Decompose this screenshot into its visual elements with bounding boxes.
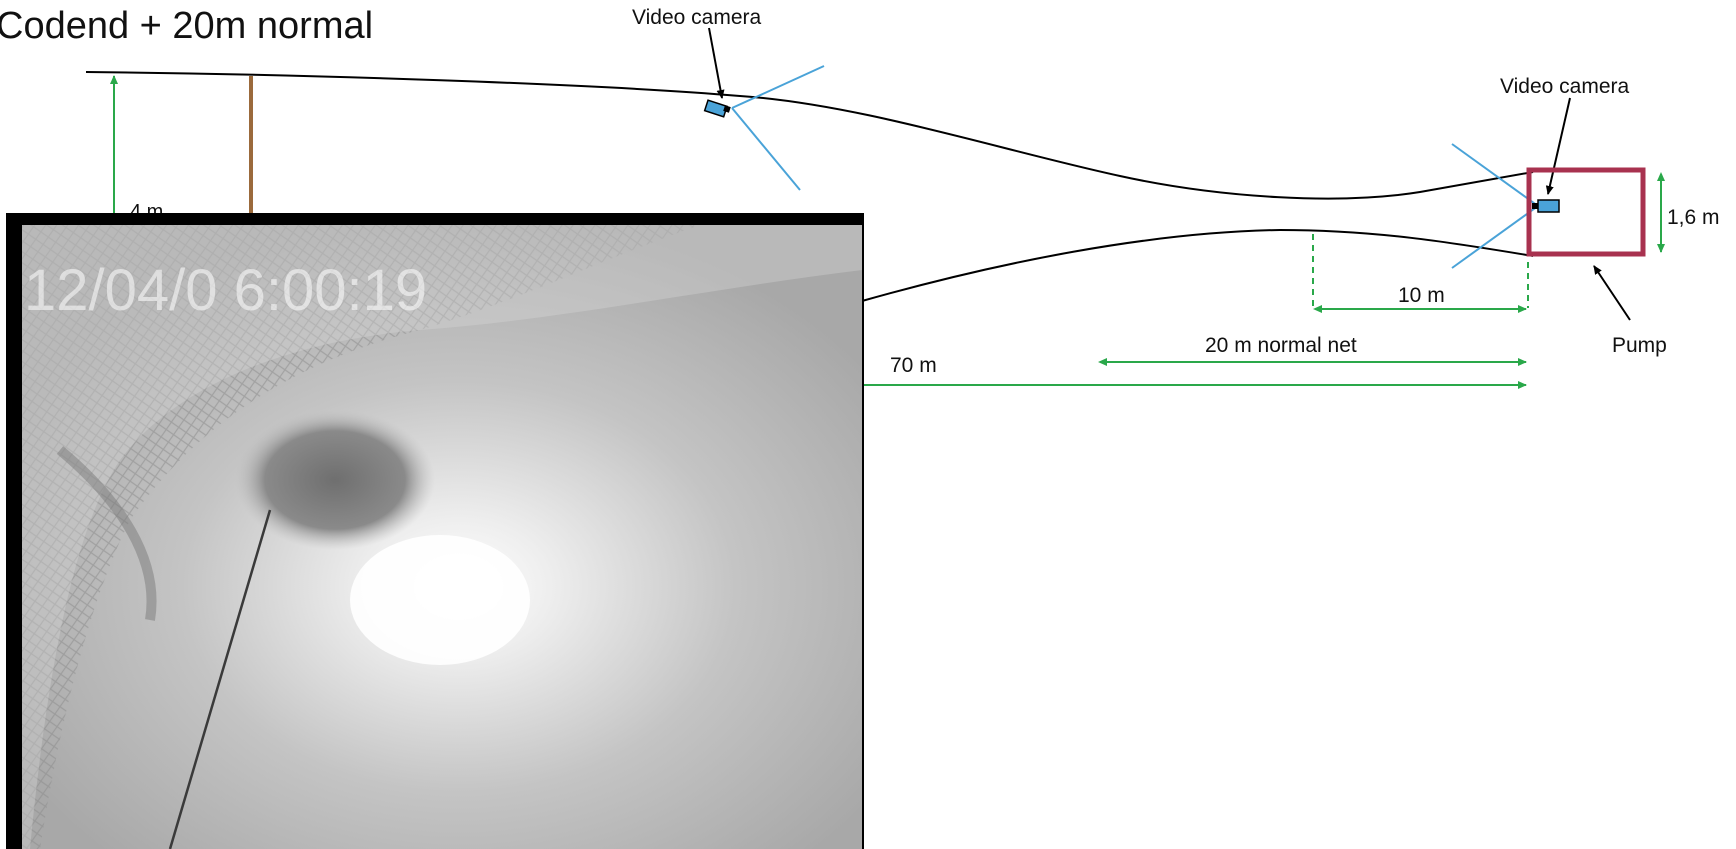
pump-label: Pump bbox=[1612, 334, 1667, 357]
photo-timestamp-overlay: 12/04/0 6:00:19 bbox=[24, 258, 427, 323]
dim-10m-label: 10 m bbox=[1398, 284, 1445, 307]
pump-height-label: 1,6 m bbox=[1667, 206, 1720, 229]
pump-frame bbox=[1526, 167, 1646, 257]
camera-left-pointer bbox=[708, 27, 725, 99]
camera-right-label: Video camera bbox=[1500, 75, 1630, 98]
camera-right-pointer bbox=[1545, 97, 1571, 195]
diagram-title: Codend + 20m normal bbox=[0, 5, 373, 47]
pump-pointer bbox=[1593, 265, 1631, 321]
video-camera-right-icon bbox=[1451, 143, 1560, 269]
video-camera-left-icon bbox=[703, 65, 825, 191]
dim-20m-label: 20 m normal net bbox=[1205, 334, 1357, 357]
camera-left-label: Video camera bbox=[632, 6, 762, 29]
inset-camera-photo: 12/04/0 6:00:19 bbox=[6, 213, 864, 849]
net-lower-line bbox=[861, 228, 1534, 302]
net-upper-line bbox=[85, 71, 1534, 200]
dim-70m-label: 70 m bbox=[890, 354, 937, 377]
